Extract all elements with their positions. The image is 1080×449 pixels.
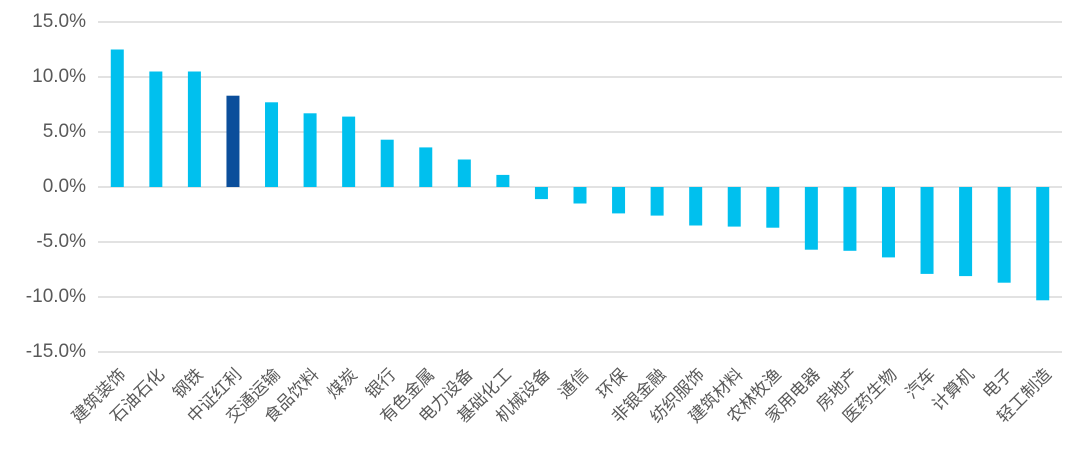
bar [534,187,548,200]
bar [265,102,279,187]
bar [303,113,317,187]
bar [650,187,664,216]
bar [843,187,857,251]
bar [419,147,433,187]
x-tick-label: 煤炭 [324,365,362,403]
bar [997,187,1011,283]
bar [187,71,201,187]
y-tick-label: 0.0% [43,176,86,197]
bar [342,116,356,187]
bar [959,187,973,277]
bar [110,49,124,187]
y-tick-label: 10.0% [32,66,86,87]
bar [766,187,780,228]
y-tick-label: -15.0% [26,341,86,362]
bar [920,187,934,274]
y-tick-label: 5.0% [43,121,86,142]
y-tick-label: -5.0% [36,231,86,252]
bar [1036,187,1050,301]
bar [457,159,471,187]
bar [380,139,394,187]
x-tick-label: 计算机 [928,365,978,415]
y-tick-label: 15.0% [32,11,86,32]
x-tick-label: 通信 [555,365,593,403]
bar [226,95,240,187]
bar [573,187,587,204]
bar [149,71,163,187]
bar [804,187,818,250]
bar [612,187,626,214]
bar [496,174,510,187]
bar [881,187,895,258]
y-tick-label: -10.0% [26,286,86,307]
bar [689,187,703,226]
bar [727,187,741,227]
